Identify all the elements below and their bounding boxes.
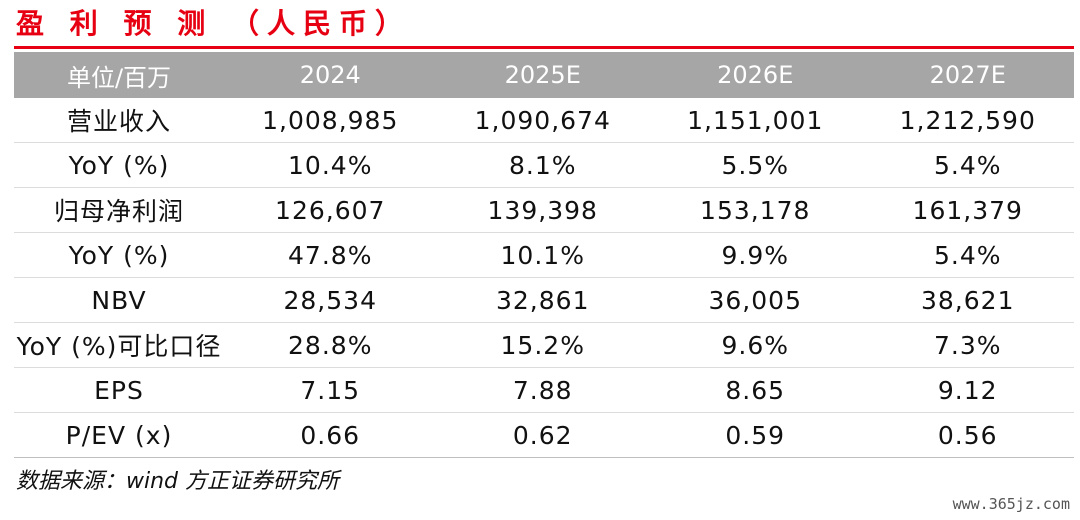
table-row: NBV 28,534 32,861 36,005 38,621 [14,277,1074,323]
table-cell: 10.4% [224,142,437,188]
row-label: YoY (%) [14,142,224,188]
table-cell: 0.59 [649,412,862,458]
table-cell: 15.2% [436,322,649,368]
table-cell: 28,534 [224,277,437,323]
row-label: P/EV (x) [14,412,224,458]
row-label: YoY (%) [14,232,224,278]
table-cell: 139,398 [436,187,649,233]
header-2027e: 2027E [861,52,1074,98]
table-cell: 1,090,674 [436,98,649,143]
table-cell: 153,178 [649,187,862,233]
forecast-table: 单位/百万 2024 2025E 2026E 2027E 营业收入 1,008,… [14,52,1074,458]
table-header-row: 单位/百万 2024 2025E 2026E 2027E [14,52,1074,98]
header-2026e: 2026E [649,52,862,98]
table-cell: 10.1% [436,232,649,278]
table-row: 归母净利润 126,607 139,398 153,178 161,379 [14,187,1074,233]
row-label: EPS [14,367,224,413]
table-row: 营业收入 1,008,985 1,090,674 1,151,001 1,212… [14,98,1074,143]
table-cell: 9.6% [649,322,862,368]
table-title: 盈 利 预 测 （人民币） [16,7,411,40]
table-cell: 126,607 [224,187,437,233]
table-cell: 9.9% [649,232,862,278]
header-2024: 2024 [224,52,437,98]
table-cell: 1,151,001 [649,98,862,143]
table-cell: 8.1% [436,142,649,188]
table-cell: 38,621 [861,277,1074,323]
table-cell: 0.62 [436,412,649,458]
header-unit: 单位/百万 [14,52,224,98]
table-cell: 5.4% [861,232,1074,278]
table-cell: 36,005 [649,277,862,323]
table-cell: 5.5% [649,142,862,188]
table-cell: 7.88 [436,367,649,413]
table-cell: 1,212,590 [861,98,1074,143]
table-cell: 7.3% [861,322,1074,368]
table-cell: 5.4% [861,142,1074,188]
table-cell: 8.65 [649,367,862,413]
table-cell: 1,008,985 [224,98,437,143]
table-row: EPS 7.15 7.88 8.65 9.12 [14,367,1074,413]
table-cell: 161,379 [861,187,1074,233]
table-row: YoY (%) 47.8% 10.1% 9.9% 5.4% [14,232,1074,278]
row-label: 归母净利润 [14,187,224,233]
row-label: 营业收入 [14,98,224,143]
table-cell: 0.56 [861,412,1074,458]
table-row: YoY (%)可比口径 28.8% 15.2% 9.6% 7.3% [14,322,1074,368]
source-note: 数据来源：wind 方正证券研究所 [16,469,340,494]
table-cell: 7.15 [224,367,437,413]
table-cell: 32,861 [436,277,649,323]
table-cell: 0.66 [224,412,437,458]
watermark: www.365jz.com [952,495,1070,513]
row-label: YoY (%)可比口径 [14,322,224,368]
header-2025e: 2025E [436,52,649,98]
table-row: P/EV (x) 0.66 0.62 0.59 0.56 [14,412,1074,458]
table-cell: 47.8% [224,232,437,278]
row-label: NBV [14,277,224,323]
table-cell: 9.12 [861,367,1074,413]
title-divider [14,46,1074,49]
table-row: YoY (%) 10.4% 8.1% 5.5% 5.4% [14,142,1074,188]
table-cell: 28.8% [224,322,437,368]
